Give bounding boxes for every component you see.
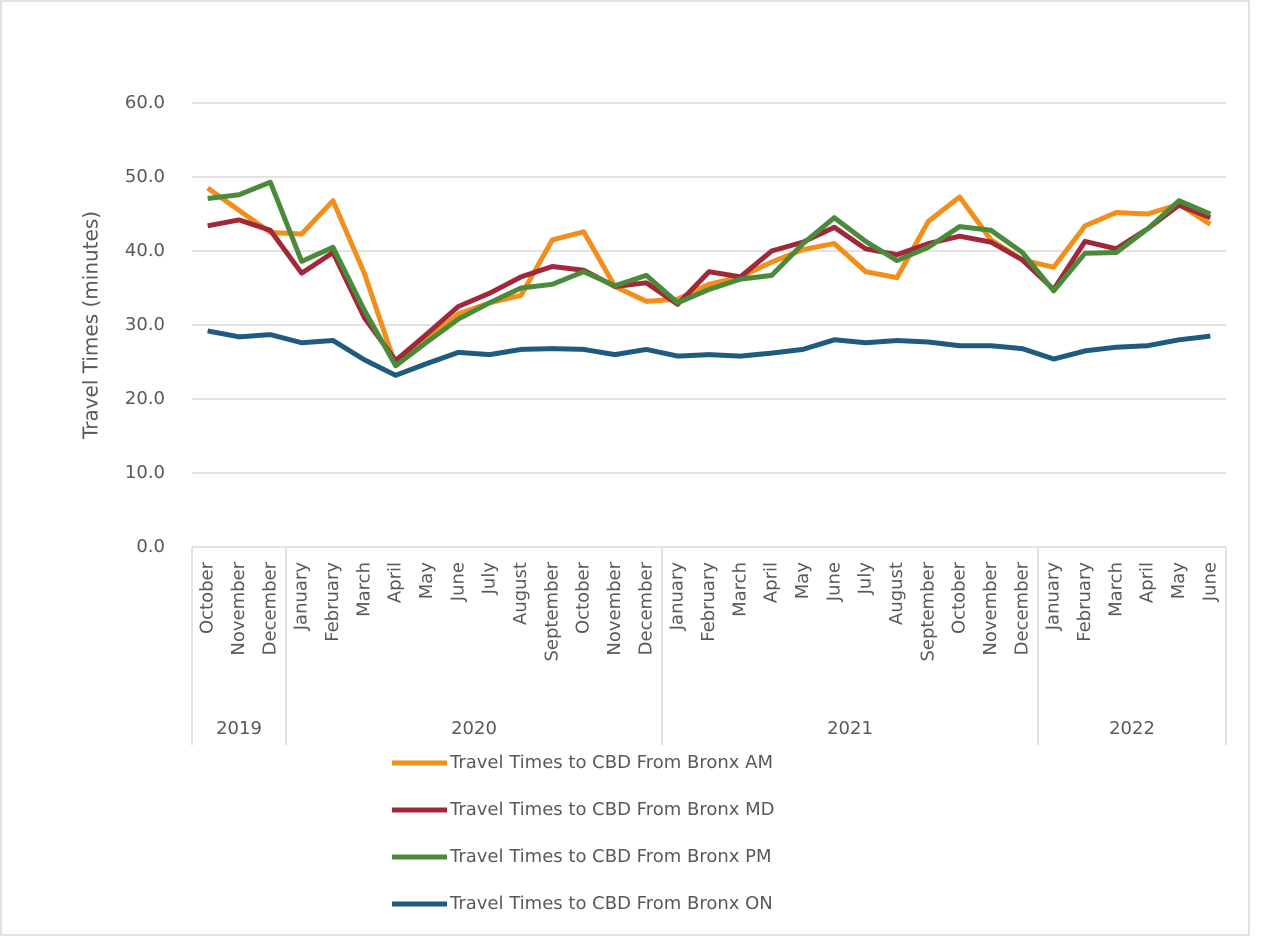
x-tick-label: October <box>197 561 218 634</box>
x-tick-label: June <box>447 562 468 602</box>
x-tick-label: June <box>823 562 844 602</box>
y-tick-label: 40.0 <box>125 240 165 261</box>
x-tick-label: December <box>1011 561 1032 655</box>
x-tick-label: April <box>1137 562 1158 603</box>
y-tick-label: 60.0 <box>125 92 165 113</box>
x-tick-label: March <box>1105 562 1126 617</box>
group-label: 2021 <box>827 718 873 739</box>
group-label: 2022 <box>1109 718 1155 739</box>
group-label: 2020 <box>451 718 497 739</box>
x-tick-label: October <box>573 561 594 634</box>
legend-label: Travel Times to CBD From Bronx MD <box>449 799 775 820</box>
x-tick-label: February <box>1074 562 1095 642</box>
y-tick-label: 10.0 <box>125 462 165 483</box>
x-tick-label: March <box>353 562 374 617</box>
x-tick-label: November <box>980 561 1001 655</box>
x-tick-label: May <box>792 562 813 600</box>
legend-label: Travel Times to CBD From Bronx PM <box>449 846 772 867</box>
x-tick-label: December <box>635 561 656 655</box>
legend-label: Travel Times to CBD From Bronx ON <box>449 893 773 914</box>
x-tick-label: November <box>604 561 625 655</box>
y-tick-label: 50.0 <box>125 166 165 187</box>
x-tick-label: April <box>761 562 782 603</box>
x-tick-label: November <box>228 561 249 655</box>
x-tick-label: March <box>729 562 750 617</box>
series-line <box>207 179 1212 369</box>
x-tick-label: February <box>698 562 719 642</box>
x-tick-label: August <box>510 562 531 625</box>
x-tick-label: February <box>322 562 343 642</box>
y-tick-label: 20.0 <box>125 388 165 409</box>
y-axis-title: Travel Times (minutes) <box>79 211 103 440</box>
x-tick-label: April <box>385 562 406 603</box>
x-tick-label: July <box>855 562 876 596</box>
x-tick-label: December <box>259 561 280 655</box>
series-line <box>206 186 1212 369</box>
x-tick-label: July <box>479 562 500 596</box>
series-line <box>207 328 1211 378</box>
x-tick-label: June <box>1199 562 1220 602</box>
x-tick-label: May <box>416 562 437 600</box>
x-tick-label: September <box>541 561 562 661</box>
x-tick-label: January <box>667 562 688 632</box>
x-tick-label: August <box>886 562 907 625</box>
x-tick-label: May <box>1168 562 1189 600</box>
x-tick-label: January <box>291 562 312 632</box>
y-tick-label: 30.0 <box>125 314 165 335</box>
legend-label: Travel Times to CBD From Bronx AM <box>449 752 773 773</box>
x-tick-label: October <box>949 561 970 634</box>
y-tick-label: 0.0 <box>136 536 165 557</box>
x-tick-label: January <box>1043 562 1064 632</box>
x-tick-label: September <box>917 561 938 661</box>
group-label: 2019 <box>216 718 262 739</box>
